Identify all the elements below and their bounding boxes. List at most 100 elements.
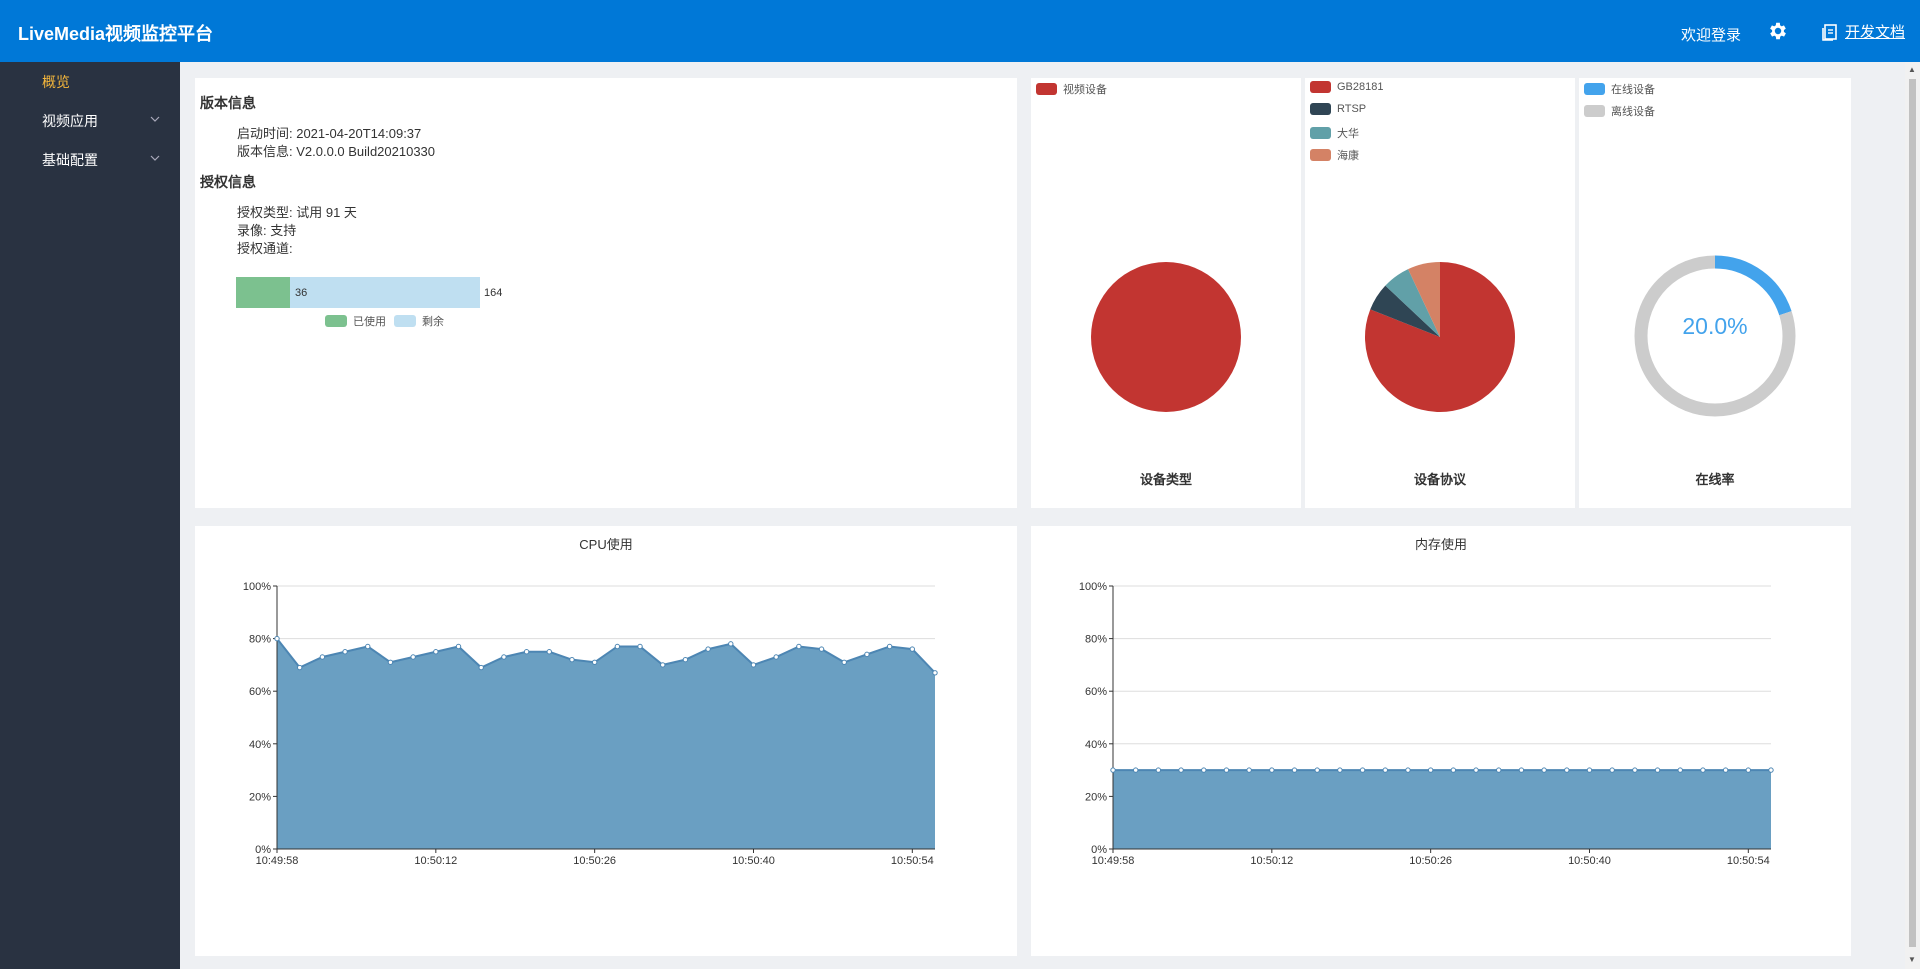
data-point[interactable]	[841, 659, 847, 665]
data-point[interactable]	[501, 654, 507, 660]
gear-icon[interactable]	[1767, 20, 1789, 42]
data-point[interactable]	[1496, 767, 1502, 773]
data-point[interactable]	[1405, 767, 1411, 773]
data-point[interactable]	[1722, 767, 1729, 773]
legend-item[interactable]: 海康	[1310, 147, 1359, 163]
data-point[interactable]	[818, 646, 825, 652]
data-point[interactable]	[750, 662, 757, 668]
y-tick-label: 40%	[1085, 739, 1107, 751]
data-point[interactable]	[932, 670, 938, 676]
data-point[interactable]	[546, 649, 552, 655]
data-point[interactable]	[773, 654, 779, 660]
data-point[interactable]	[1768, 767, 1774, 773]
data-point[interactable]	[296, 664, 303, 671]
data-point[interactable]	[1269, 767, 1275, 773]
pie-slice[interactable]	[1091, 262, 1241, 412]
data-point[interactable]	[1132, 767, 1139, 773]
sidebar-item-video-apps[interactable]: 视频应用	[0, 101, 180, 140]
data-point[interactable]	[319, 654, 326, 660]
data-point[interactable]	[1178, 767, 1184, 773]
sidebar-item-label: 基础配置	[42, 152, 98, 168]
data-point[interactable]	[1654, 767, 1661, 773]
data-point[interactable]	[1110, 767, 1116, 773]
data-point[interactable]	[1223, 767, 1230, 773]
developer-docs-link[interactable]: 开发文档	[1821, 21, 1905, 42]
data-point[interactable]	[1246, 767, 1252, 773]
data-point[interactable]	[909, 646, 916, 652]
legend-item[interactable]: 离线设备	[1584, 103, 1655, 119]
legend-item[interactable]: 大华	[1310, 125, 1359, 141]
vertical-scrollbar[interactable]: ▲ ▼	[1905, 62, 1920, 969]
data-point[interactable]	[1700, 767, 1706, 773]
data-point[interactable]	[387, 659, 394, 665]
legend-item[interactable]: 在线设备	[1584, 81, 1655, 97]
data-point[interactable]	[591, 659, 598, 665]
data-point[interactable]	[1518, 767, 1525, 773]
data-point[interactable]	[410, 654, 416, 660]
data-point[interactable]	[1677, 767, 1683, 773]
data-point[interactable]	[637, 643, 643, 650]
y-tick-label: 40%	[249, 739, 271, 751]
scrollbar-thumb[interactable]	[1909, 79, 1916, 947]
device-type-pie-chart	[1091, 262, 1241, 412]
data-point[interactable]	[1609, 767, 1615, 773]
pie-slice[interactable]	[1408, 262, 1440, 337]
data-point[interactable]	[1291, 767, 1298, 773]
data-point[interactable]	[886, 643, 893, 650]
data-point[interactable]	[728, 641, 734, 647]
data-point[interactable]	[1632, 767, 1638, 773]
data-point[interactable]	[523, 649, 530, 655]
legend-used[interactable]: 已使用	[325, 313, 386, 329]
scroll-down-icon[interactable]: ▼	[1908, 955, 1916, 964]
license-info-heading: 授权信息	[200, 174, 256, 190]
welcome-login-link[interactable]: 欢迎登录	[1681, 27, 1742, 44]
legend-remaining[interactable]: 剩余	[394, 313, 444, 329]
memory-usage-chart-panel: 内存使用 0% 20% 40% 60% 80% 100% 10:49:58 10:50:12 1…	[1031, 526, 1851, 956]
data-point[interactable]	[796, 643, 802, 650]
data-point[interactable]	[1427, 767, 1434, 773]
data-point[interactable]	[1155, 767, 1162, 773]
data-point[interactable]	[274, 635, 280, 642]
legend-item[interactable]: RTSP	[1310, 103, 1366, 115]
data-point[interactable]	[342, 649, 348, 655]
data-point[interactable]	[864, 651, 870, 658]
chevron-down-icon	[150, 116, 160, 122]
recording-support: 录像: 支持	[237, 223, 297, 238]
data-point[interactable]	[1541, 767, 1547, 773]
legend-item[interactable]: GB28181	[1310, 81, 1383, 93]
pie-slice[interactable]	[1385, 269, 1440, 337]
data-point[interactable]	[1201, 767, 1207, 773]
data-point[interactable]	[1314, 767, 1320, 773]
sidebar-item-basic-config[interactable]: 基础配置	[0, 140, 180, 179]
legend-item[interactable]: 视频设备	[1036, 81, 1107, 97]
x-tick-label: 10:50:40	[732, 855, 775, 867]
license-channels: 授权通道:	[237, 241, 293, 256]
pie-slice[interactable]	[1370, 285, 1440, 337]
data-point[interactable]	[569, 656, 575, 663]
data-point[interactable]	[455, 643, 462, 650]
pie-slice[interactable]	[1634, 255, 1796, 417]
data-point[interactable]	[660, 662, 666, 668]
area-fill	[1113, 770, 1771, 849]
y-tick-label: 20%	[249, 791, 271, 803]
data-point[interactable]	[1382, 767, 1388, 773]
x-tick-label: 10:49:58	[1092, 855, 1135, 867]
device-protocol-chart-panel: GB28181 RTSP 大华 海康 设备协议	[1305, 78, 1575, 508]
data-point[interactable]	[365, 643, 371, 650]
data-point[interactable]	[478, 664, 484, 671]
data-point[interactable]	[1337, 767, 1343, 773]
x-tick-label: 10:50:12	[1250, 855, 1293, 867]
sidebar-item-overview[interactable]: 概览	[0, 62, 180, 101]
data-point[interactable]	[614, 643, 621, 650]
data-point[interactable]	[1586, 767, 1593, 773]
data-point[interactable]	[1359, 767, 1366, 773]
data-point[interactable]	[1745, 767, 1752, 773]
scroll-up-icon[interactable]: ▲	[1908, 65, 1916, 74]
data-point[interactable]	[1450, 767, 1457, 773]
data-point[interactable]	[433, 649, 439, 655]
legend-label: RTSP	[1337, 103, 1367, 115]
data-point[interactable]	[705, 646, 711, 652]
data-point[interactable]	[1473, 767, 1479, 773]
data-point[interactable]	[1564, 767, 1570, 773]
data-point[interactable]	[682, 656, 689, 663]
